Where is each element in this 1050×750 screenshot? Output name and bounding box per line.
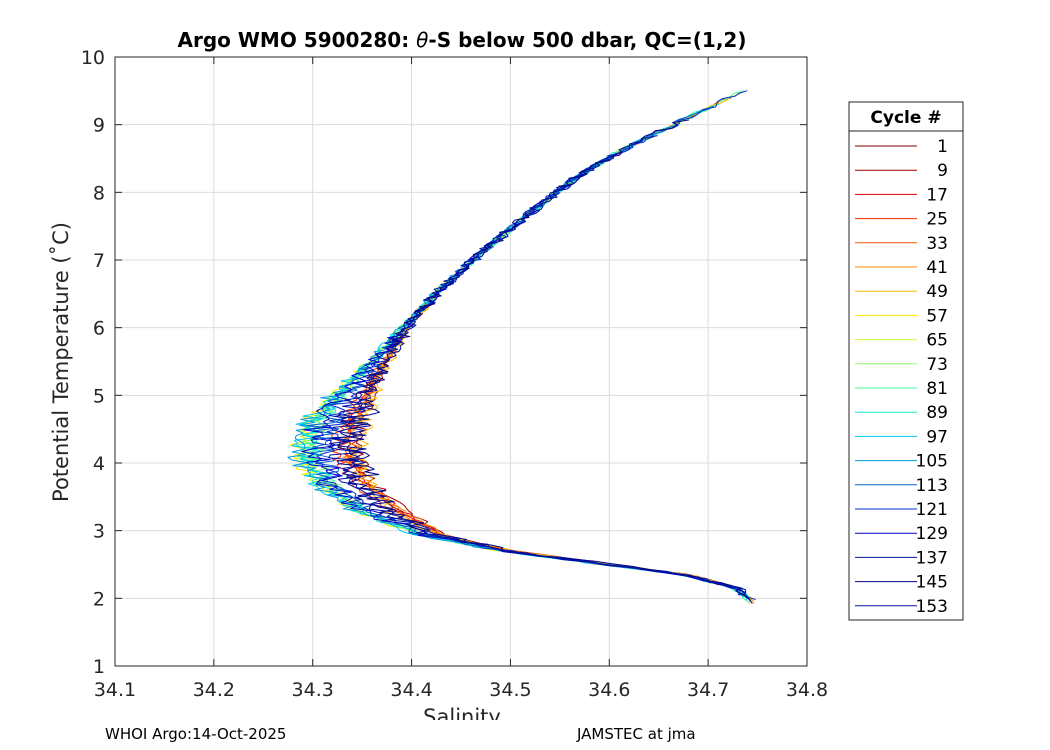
chart-title: Argo WMO 5900280: θ-S below 500 dbar, QC… — [178, 28, 747, 52]
legend-items: 1 9 17 25 33 41 49 57 65 73 81 89 97 105 113 121 129 137 1… — [855, 137, 948, 617]
x-tick-label: 34.5 — [489, 679, 531, 701]
legend-label: 33 — [926, 234, 948, 254]
legend: Cycle # 1 9 17 25 33 41 49 57 65 73 81 89 97 105 113 12… — [848, 101, 964, 621]
x-tick-label: 34.6 — [588, 679, 630, 701]
legend-entry: 17 — [855, 185, 948, 205]
legend-entry: 137 — [855, 548, 948, 568]
y-tick-label: 8 — [93, 182, 105, 204]
legend-entry: 65 — [855, 331, 948, 351]
y-tick-label: 7 — [93, 250, 105, 272]
legend-entry: 9 — [855, 161, 948, 181]
x-tick-label: 34.8 — [786, 679, 828, 701]
legend-label: 145 — [916, 573, 948, 593]
legend-entry: 153 — [855, 597, 948, 617]
profile-line-cycle-1 — [347, 97, 753, 604]
legend-entry: 129 — [855, 524, 948, 544]
legend-entry: 57 — [855, 306, 948, 326]
footer-left: WHOI Argo:14-Oct-2025 — [105, 725, 287, 743]
profile-line-cycle-17 — [344, 161, 751, 601]
legend-entry: 81 — [855, 379, 948, 399]
ts-diagram: Argo WMO 5900280: θ-S below 500 dbar, QC… — [49, 28, 964, 720]
legend-label: 113 — [916, 476, 948, 496]
legend-label: 1 — [937, 137, 948, 157]
y-tick-label: 6 — [93, 318, 105, 340]
legend-entry: 89 — [855, 403, 948, 423]
y-tick-label: 9 — [93, 115, 105, 137]
profile-line-cycle-41 — [342, 150, 755, 604]
legend-label: 129 — [916, 524, 948, 544]
grid — [115, 57, 807, 666]
legend-entry: 105 — [855, 452, 948, 472]
profile-line-cycle-129 — [301, 172, 746, 596]
x-tick-label: 34.1 — [94, 679, 136, 701]
axis-ticks: 34.1 34.2 34.3 34.4 34.5 34.6 34.7 34.8 1 2 3 4 5 6 7 8… — [81, 47, 828, 701]
profile-lines — [287, 90, 756, 604]
y-axis-label: Potential Temperature (˚C) — [49, 222, 73, 502]
profile-line-cycle-33 — [340, 98, 753, 600]
y-tick-label: 5 — [93, 385, 105, 407]
legend-label: 41 — [926, 258, 948, 278]
legend-label: 81 — [926, 379, 948, 399]
y-tick-label: 2 — [93, 588, 105, 610]
profile-line-cycle-81 — [295, 90, 750, 603]
legend-entry: 33 — [855, 234, 948, 254]
legend-label: 73 — [926, 355, 948, 375]
y-tick-label: 10 — [81, 47, 105, 69]
x-tick-label: 34.2 — [193, 679, 235, 701]
legend-entry: 121 — [855, 500, 948, 520]
profile-line-cycle-65 — [295, 117, 748, 597]
legend-label: 65 — [926, 331, 948, 351]
profile-line-cycle-97 — [291, 128, 747, 601]
legend-entry: 1 — [855, 137, 948, 157]
profile-line-cycle-153 — [329, 150, 751, 601]
legend-entry: 145 — [855, 573, 948, 593]
legend-title: Cycle # — [870, 108, 941, 128]
legend-entry: 97 — [855, 427, 948, 447]
legend-label: 121 — [916, 500, 948, 520]
legend-label: 49 — [926, 282, 948, 302]
legend-entry: 49 — [855, 282, 948, 302]
x-tick-label: 34.3 — [292, 679, 334, 701]
x-tick-label: 34.4 — [390, 679, 432, 701]
profile-line-cycle-121 — [310, 90, 756, 600]
legend-entry: 25 — [855, 210, 948, 230]
y-tick-label: 1 — [93, 656, 105, 678]
legend-entry: 113 — [855, 476, 948, 496]
x-tick-label: 34.7 — [687, 679, 729, 701]
footer-right: JAMSTEC at jma — [577, 725, 696, 743]
profile-line-cycle-145 — [336, 119, 752, 602]
legend-label: 9 — [937, 161, 948, 181]
legend-label: 97 — [926, 427, 948, 447]
profile-line-cycle-89 — [295, 109, 749, 598]
y-tick-label: 4 — [93, 453, 105, 475]
legend-entry: 73 — [855, 355, 948, 375]
profile-line-cycle-137 — [326, 135, 745, 597]
legend-label: 57 — [926, 306, 948, 326]
legend-label: 105 — [916, 452, 948, 472]
legend-label: 137 — [916, 548, 948, 568]
plot-frame — [114, 56, 808, 667]
legend-label: 17 — [926, 185, 948, 205]
y-tick-label: 3 — [93, 521, 105, 543]
legend-entry: 41 — [855, 258, 948, 278]
legend-label: 153 — [916, 597, 948, 617]
profile-line-cycle-113 — [306, 105, 743, 592]
legend-label: 25 — [926, 210, 948, 230]
x-axis-label: Salinity — [423, 705, 501, 720]
legend-label: 89 — [926, 403, 948, 423]
